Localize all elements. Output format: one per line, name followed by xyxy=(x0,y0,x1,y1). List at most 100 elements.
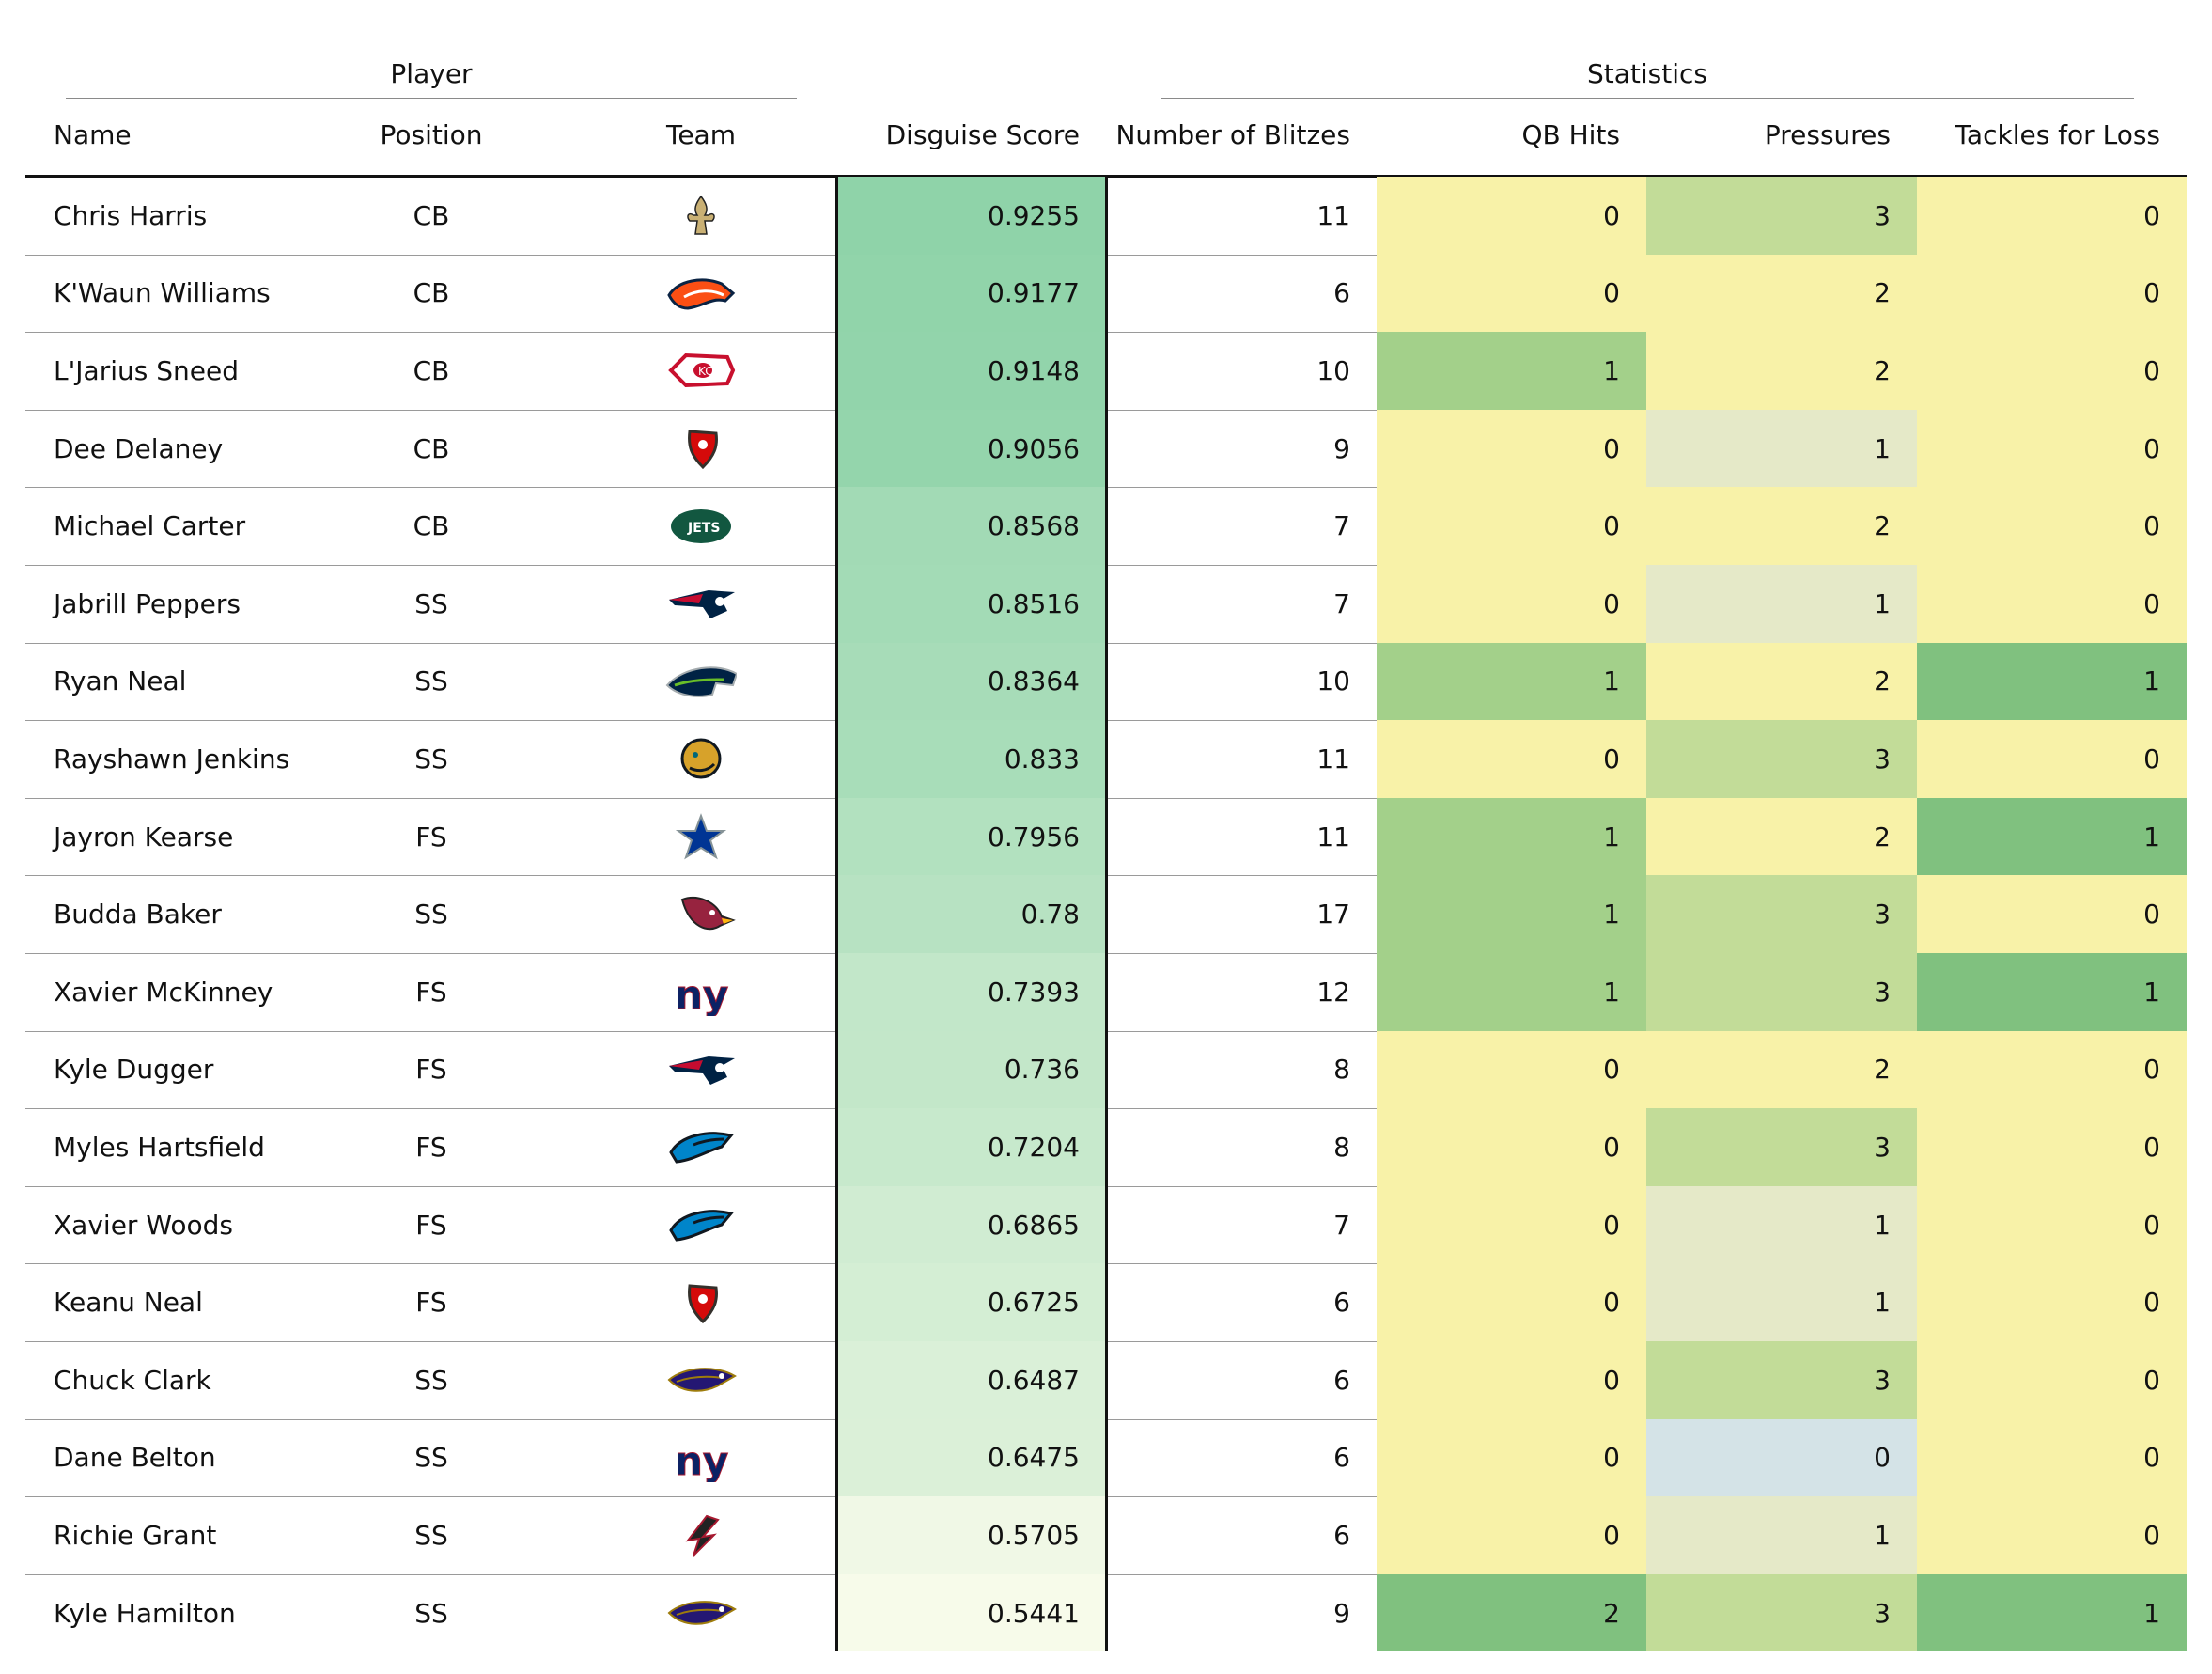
cell-text: 3 xyxy=(1874,1131,1891,1163)
cell-text: 11 xyxy=(1316,821,1350,853)
cell-text: 8 xyxy=(1333,1054,1350,1086)
cell-team xyxy=(607,720,795,798)
cell-disguise: 0.736 xyxy=(837,1030,1106,1109)
cell-blitzes: 7 xyxy=(1107,565,1377,643)
cell-disguise: 0.7204 xyxy=(837,1108,1106,1186)
cell-name: Keanu Neal xyxy=(25,1263,420,1341)
cell-tfl: 0 xyxy=(1917,1108,2187,1186)
jets-logo-icon: JETS xyxy=(665,502,737,551)
cell-text: 17 xyxy=(1316,899,1350,931)
cell-tfl: 0 xyxy=(1917,875,2187,953)
cell-qb-hits: 0 xyxy=(1377,1496,1646,1574)
cell-position: CB xyxy=(337,332,525,410)
cell-text: 1 xyxy=(1603,899,1620,931)
cell-position: SS xyxy=(337,720,525,798)
cell-text: 6 xyxy=(1333,1442,1350,1474)
cell-text: 9 xyxy=(1333,1597,1350,1629)
cell-blitzes: 7 xyxy=(1107,487,1377,565)
cell-disguise: 0.6865 xyxy=(837,1185,1106,1264)
cell-text: 3 xyxy=(1874,743,1891,774)
cell-name: Dee Delaney xyxy=(25,410,420,488)
cell-tfl: 0 xyxy=(1917,487,2187,565)
cell-blitzes: 12 xyxy=(1107,953,1377,1031)
cell-text: 0 xyxy=(2143,1364,2160,1396)
cell-text: 0 xyxy=(1603,1364,1620,1396)
cell-text: SS xyxy=(414,743,448,774)
cell-text: 0.5441 xyxy=(988,1597,1080,1629)
cell-text: Dane Belton xyxy=(54,1442,216,1474)
cell-text: 10 xyxy=(1316,354,1350,386)
cell-qb-hits: 0 xyxy=(1377,254,1646,333)
cell-pressures: 3 xyxy=(1646,1573,1917,1652)
cell-text: 6 xyxy=(1333,1287,1350,1319)
giants-logo-icon: ny xyxy=(665,1433,737,1482)
cell-disguise: 0.833 xyxy=(837,720,1106,798)
cell-team xyxy=(607,1186,795,1264)
cell-text: 9 xyxy=(1333,432,1350,464)
cell-text: 7 xyxy=(1333,1209,1350,1241)
cell-text: 3 xyxy=(1874,199,1891,231)
cell-text: 0 xyxy=(2143,587,2160,619)
cell-qb-hits: 0 xyxy=(1377,1108,1646,1186)
cell-text: 3 xyxy=(1874,1364,1891,1396)
cell-text: 0 xyxy=(1874,1442,1891,1474)
svg-text:ny: ny xyxy=(675,1438,728,1482)
cell-name: Myles Hartsfield xyxy=(25,1108,420,1186)
svg-text:ny: ny xyxy=(675,972,728,1016)
table-row: Dane Belton SS ny 0.6475 6 0 0 0 xyxy=(0,1418,2212,1497)
chiefs-logo-icon: KC xyxy=(665,346,737,395)
cell-text: Ryan Neal xyxy=(54,665,187,697)
disguise-right-rule xyxy=(1105,177,1108,1651)
cell-name: K'Waun Williams xyxy=(25,255,420,333)
table-row: Keanu Neal FS 0.6725 6 0 1 0 xyxy=(0,1263,2212,1341)
seahawks-logo-icon xyxy=(665,657,737,706)
cell-tfl: 0 xyxy=(1917,720,2187,798)
cell-tfl: 0 xyxy=(1917,409,2187,488)
cell-text: L'Jarius Sneed xyxy=(54,354,239,386)
cell-team: JETS xyxy=(607,487,795,565)
cell-text: 0.8364 xyxy=(988,665,1080,697)
cell-tfl: 1 xyxy=(1917,1573,2187,1652)
cell-text: Budda Baker xyxy=(54,899,222,931)
table-row: Chris Harris CB 0.9255 11 0 3 0 xyxy=(0,177,2212,255)
cell-qb-hits: 0 xyxy=(1377,720,1646,798)
cell-team: KC xyxy=(607,332,795,410)
cell-text: SS xyxy=(414,665,448,697)
cell-text: FS xyxy=(415,1209,447,1241)
cell-pressures: 1 xyxy=(1646,1185,1917,1264)
cell-team xyxy=(607,255,795,333)
cell-text: Kyle Hamilton xyxy=(54,1597,236,1629)
cell-qb-hits: 1 xyxy=(1377,875,1646,953)
cell-disguise: 0.9255 xyxy=(837,177,1106,255)
cell-tfl: 0 xyxy=(1917,1496,2187,1574)
cell-pressures: 3 xyxy=(1646,875,1917,953)
cell-blitzes: 9 xyxy=(1107,1574,1377,1652)
cell-text: K'Waun Williams xyxy=(54,277,271,309)
cell-disguise: 0.8516 xyxy=(837,565,1106,643)
svg-text:JETS: JETS xyxy=(687,521,720,536)
cell-name: Richie Grant xyxy=(25,1496,420,1574)
cell-disguise: 0.9056 xyxy=(837,409,1106,488)
cell-text: 1 xyxy=(2143,1597,2160,1629)
cell-text: 0.78 xyxy=(1020,899,1080,931)
cell-position: CB xyxy=(337,410,525,488)
group-rule-player xyxy=(66,98,797,99)
jaguars-logo-icon xyxy=(665,734,737,783)
cell-text: 0 xyxy=(2143,354,2160,386)
cell-text: SS xyxy=(414,1364,448,1396)
cell-text: 0 xyxy=(1603,1131,1620,1163)
disguise-left-rule xyxy=(835,177,838,1651)
cell-position: SS xyxy=(337,1419,525,1497)
cell-text: 0.9148 xyxy=(988,354,1080,386)
ravens-logo-icon xyxy=(665,1588,737,1637)
cell-tfl: 0 xyxy=(1917,1341,2187,1419)
cell-text: 0 xyxy=(1603,1287,1620,1319)
cell-text: 12 xyxy=(1316,976,1350,1008)
cell-position: FS xyxy=(337,798,525,876)
cell-text: 1 xyxy=(1603,821,1620,853)
cell-name: L'Jarius Sneed xyxy=(25,332,420,410)
table-row: Kyle Dugger FS 0.736 8 0 2 0 xyxy=(0,1030,2212,1109)
cell-name: Jabrill Peppers xyxy=(25,565,420,643)
cell-position: CB xyxy=(337,255,525,333)
cell-text: 6 xyxy=(1333,1519,1350,1551)
